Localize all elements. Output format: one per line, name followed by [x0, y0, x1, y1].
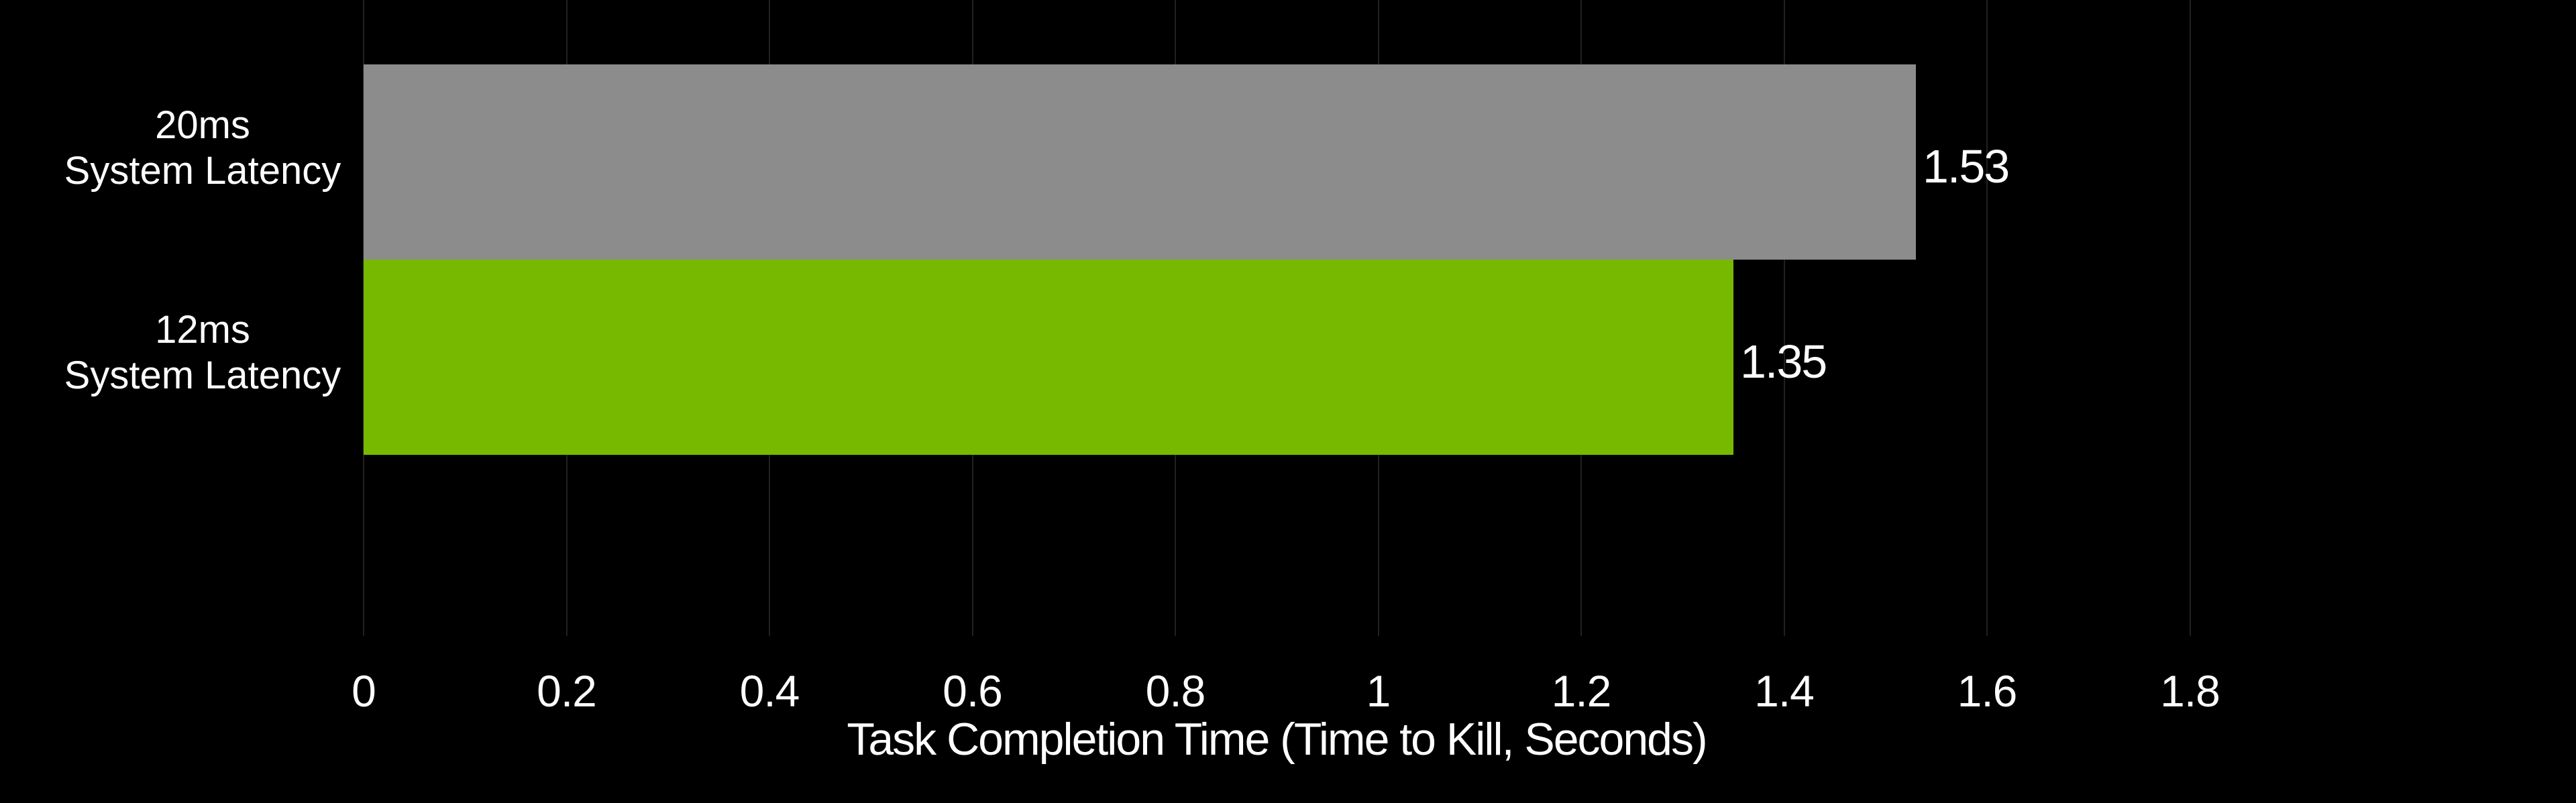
x-tick-label: 1.8 — [2160, 666, 2220, 716]
x-tick-label: 1.4 — [1754, 666, 1815, 716]
category-label: 20ms System Latency — [64, 103, 341, 193]
x-tick-label: 0.6 — [943, 666, 1003, 716]
x-tick-label: 1.2 — [1551, 666, 1612, 716]
bar — [364, 64, 1916, 260]
gridline — [2189, 0, 2191, 636]
x-tick-label: 0 — [352, 666, 376, 716]
x-tick-label: 0.8 — [1145, 666, 1206, 716]
x-tick-label: 1.6 — [1957, 666, 2018, 716]
bar-value-label: 1.35 — [1740, 335, 1827, 388]
bar — [364, 260, 1733, 455]
gridline — [1986, 0, 1988, 636]
bar-value-label: 1.53 — [1923, 140, 2010, 193]
x-tick-label: 0.4 — [739, 666, 800, 716]
x-tick-label: 1 — [1366, 666, 1391, 716]
x-tick-label: 0.2 — [537, 666, 597, 716]
category-label: 12ms System Latency — [64, 308, 341, 397]
x-axis-title: Task Completion Time (Time to Kill, Seco… — [847, 714, 1707, 765]
gridline — [1783, 0, 1785, 636]
